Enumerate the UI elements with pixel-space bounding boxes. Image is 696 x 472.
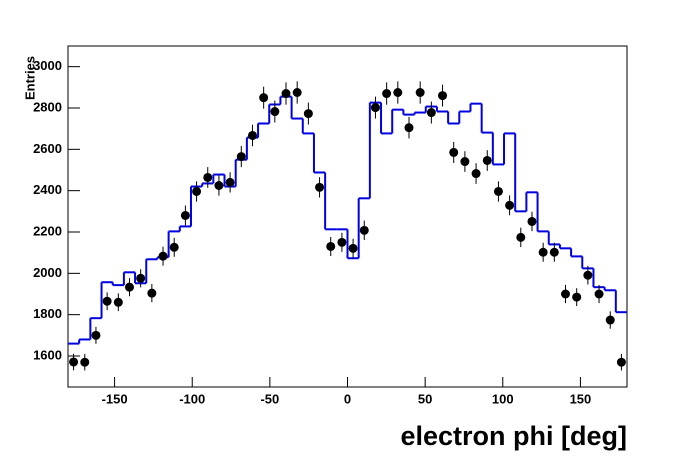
x-tick-label: 50	[418, 391, 432, 406]
data-point	[214, 181, 224, 190]
data-point	[449, 147, 459, 157]
y-tick-label: 2000	[33, 265, 62, 280]
data-point	[136, 273, 146, 283]
y-tick-label: 3000	[33, 58, 62, 73]
data-point	[393, 88, 403, 97]
x-tick-label: -50	[260, 391, 279, 406]
data-point	[80, 357, 90, 367]
data-point	[415, 88, 425, 97]
data-point	[616, 357, 626, 367]
data-point	[180, 210, 190, 220]
y-tick-label: 2800	[33, 99, 62, 114]
data-point	[382, 89, 392, 99]
data-point	[426, 108, 436, 118]
data-point	[113, 297, 123, 307]
data-point	[326, 241, 336, 251]
y-tick-label: 2200	[33, 223, 62, 238]
x-tick-label: 100	[492, 391, 514, 406]
data-point	[270, 107, 280, 117]
data-point	[124, 282, 134, 292]
x-axis-label: electron phi [deg]	[400, 421, 627, 451]
y-tick-label: 1800	[33, 306, 62, 321]
data-point	[438, 91, 448, 101]
data-point	[527, 216, 537, 226]
data-point	[561, 289, 571, 299]
data-point	[169, 242, 179, 252]
data-point	[404, 123, 414, 133]
data-point	[471, 169, 481, 179]
data-point	[370, 103, 380, 113]
data-point	[605, 315, 615, 325]
y-tick-label: 1600	[33, 347, 62, 362]
data-point	[482, 155, 492, 165]
data-point	[69, 357, 79, 367]
y-tick-label: 2400	[33, 182, 62, 197]
data-point	[236, 152, 246, 162]
data-point	[516, 232, 526, 242]
x-tick-label: -100	[179, 391, 205, 406]
data-point	[259, 93, 269, 103]
data-point	[247, 130, 257, 140]
x-tick-label: 0	[344, 391, 351, 406]
data-point	[538, 247, 548, 257]
data-point	[460, 157, 470, 167]
y-axis-label: Entries	[22, 56, 37, 100]
data-point	[583, 270, 593, 280]
plot-frame	[67, 45, 628, 388]
data-point	[192, 186, 202, 196]
data-point	[348, 243, 358, 253]
data-point	[303, 109, 313, 119]
data-point	[493, 186, 503, 196]
data-point	[315, 182, 325, 192]
data-point	[225, 177, 235, 187]
data-point	[594, 289, 604, 299]
data-point	[281, 89, 291, 99]
data-point	[102, 296, 112, 306]
x-tick-label: -150	[102, 391, 128, 406]
data-point	[549, 247, 559, 257]
data-point	[158, 251, 168, 261]
data-point	[359, 225, 369, 235]
x-tick-label: 150	[570, 391, 592, 406]
data-point	[505, 200, 515, 210]
data-point	[203, 172, 213, 182]
data-point	[337, 237, 347, 247]
data-point	[572, 292, 582, 302]
data-point	[91, 330, 101, 340]
y-tick-label: 2600	[33, 141, 62, 156]
data-point	[147, 288, 157, 298]
data-point	[292, 88, 302, 97]
